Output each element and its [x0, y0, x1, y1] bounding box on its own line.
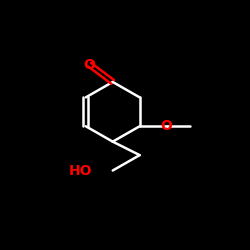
Text: HO: HO	[68, 164, 92, 177]
Text: O: O	[161, 119, 172, 133]
Text: O: O	[84, 58, 96, 72]
